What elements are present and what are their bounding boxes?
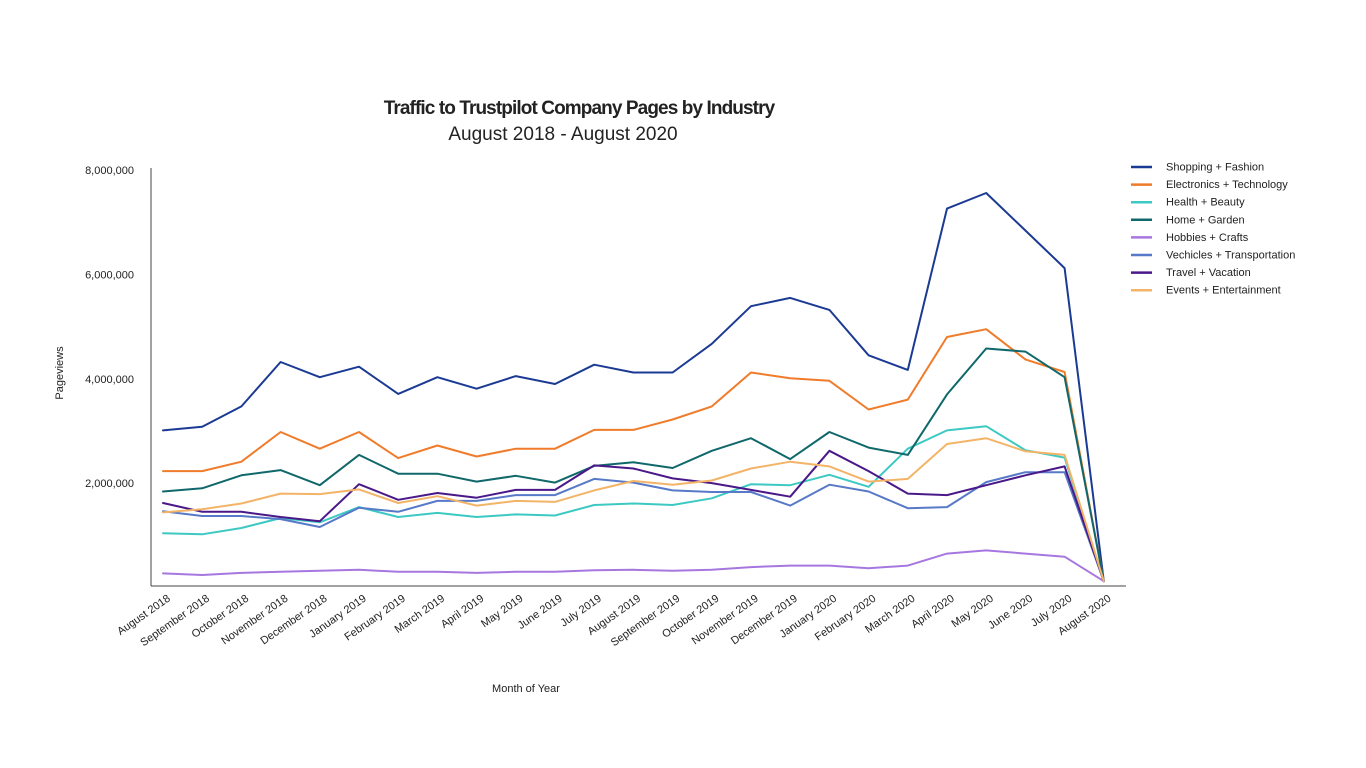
x-tick-label: April 2020 bbox=[909, 593, 956, 631]
x-tick-label: September 2018 bbox=[138, 593, 212, 649]
x-tick-label: December 2018 bbox=[259, 593, 330, 648]
x-tick-label: December 2019 bbox=[729, 593, 800, 648]
series-line-electronics-technology bbox=[162, 328, 1105, 583]
legend-label: Hobbies + Crafts bbox=[1166, 232, 1249, 244]
x-tick-label: April 2019 bbox=[439, 593, 486, 631]
legend-label: Events + Entertainment bbox=[1166, 285, 1281, 297]
series-line-events-entertainment bbox=[162, 437, 1105, 583]
x-tick-label: November 2018 bbox=[219, 593, 290, 648]
legend-label: Health + Beauty bbox=[1166, 197, 1245, 209]
legend-label: Electronics + Technology bbox=[1166, 179, 1288, 191]
y-axis-title: Pageviews bbox=[54, 346, 66, 400]
legend: Shopping + Fashion Electronics + Technolo… bbox=[1131, 162, 1295, 297]
series-line-home-garden bbox=[162, 347, 1105, 583]
y-tick-label: 2,000,000 bbox=[85, 478, 134, 490]
series-lines bbox=[162, 192, 1105, 583]
legend-label: Travel + Vacation bbox=[1166, 267, 1251, 279]
series-line-health-beauty bbox=[162, 425, 1105, 583]
x-tick-label: November 2019 bbox=[690, 593, 761, 648]
legend-label: Vechicles + Transportation bbox=[1166, 250, 1295, 262]
y-tick-label: 8,000,000 bbox=[85, 165, 134, 177]
legend-label: Home + Garden bbox=[1166, 214, 1245, 226]
y-tick-label: 4,000,000 bbox=[85, 374, 134, 386]
legend-label: Shopping + Fashion bbox=[1166, 162, 1264, 174]
y-axis-ticks: 2,000,000 4,000,000 6,000,000 8,000,000 bbox=[85, 165, 134, 490]
y-tick-label: 6,000,000 bbox=[85, 269, 134, 281]
chart-subtitle: August 2018 - August 2020 bbox=[448, 124, 677, 145]
series-line-vechicles-transportation bbox=[162, 471, 1105, 583]
chart-title: Traffic to Trustpilot Company Pages by I… bbox=[384, 98, 776, 119]
x-tick-label: September 2019 bbox=[609, 593, 683, 649]
series-line-hobbies-crafts bbox=[162, 549, 1105, 583]
x-tick-label: June 2020 bbox=[986, 593, 1035, 632]
x-tick-label: June 2019 bbox=[516, 593, 565, 632]
series-line-travel-vacation bbox=[162, 449, 1105, 583]
x-axis-title: Month of Year bbox=[492, 683, 560, 695]
series-line-shopping-fashion bbox=[162, 192, 1105, 583]
